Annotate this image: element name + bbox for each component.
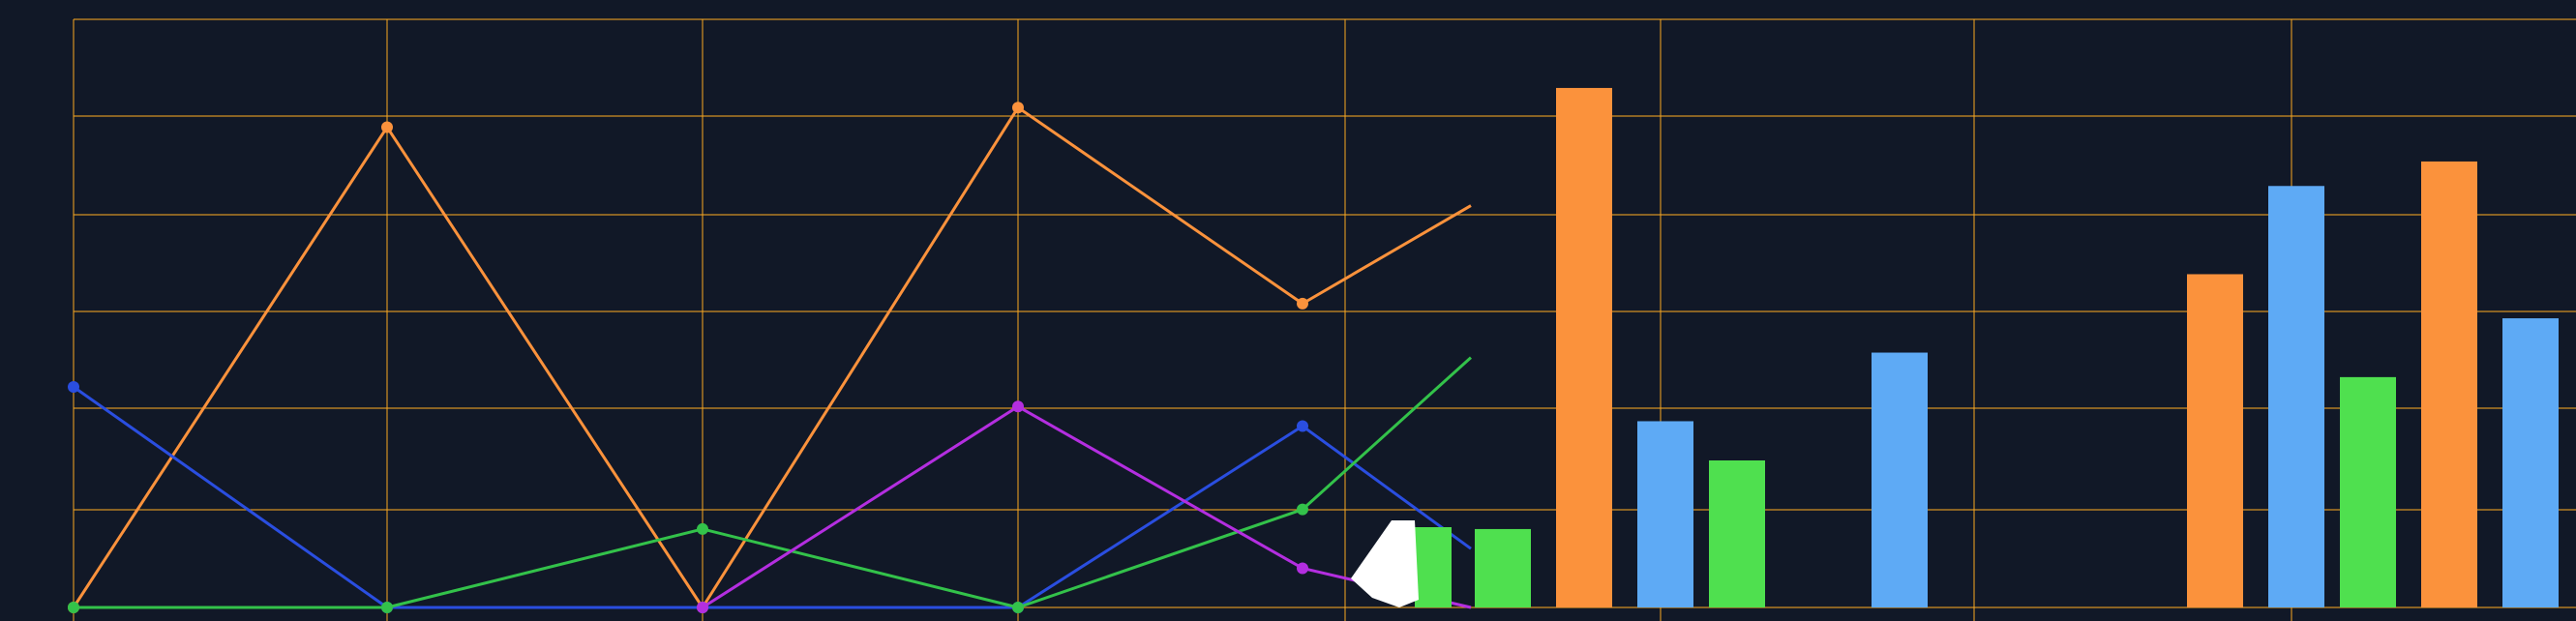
series-line — [74, 356, 1473, 609]
data-point — [1297, 297, 1308, 310]
series-line — [73, 385, 1472, 609]
white-overlay-shape — [1351, 520, 1419, 607]
bar — [1475, 528, 1531, 607]
data-point — [381, 602, 393, 613]
line-points-group — [68, 102, 1308, 613]
data-point — [1012, 400, 1024, 413]
bar — [2421, 161, 2477, 607]
bar — [1637, 421, 1693, 607]
small-bar — [1415, 527, 1452, 607]
bar-series-group — [1475, 87, 2559, 607]
data-point — [1297, 503, 1308, 516]
data-point — [697, 522, 708, 535]
bar — [2340, 376, 2396, 607]
series-line — [72, 105, 1472, 609]
data-point — [1012, 602, 1024, 613]
bar — [2502, 318, 2559, 607]
data-point — [381, 121, 393, 133]
bar — [1556, 87, 1612, 607]
data-point — [68, 602, 79, 613]
bar — [2268, 186, 2324, 607]
data-point — [68, 381, 79, 393]
bar — [2187, 274, 2243, 607]
overlay-shape-group — [1351, 520, 1452, 607]
data-point — [1012, 102, 1024, 114]
data-point — [697, 602, 708, 613]
data-point — [1297, 562, 1308, 575]
data-point — [1297, 420, 1308, 432]
bar — [1872, 352, 1928, 607]
bar — [1709, 460, 1765, 607]
